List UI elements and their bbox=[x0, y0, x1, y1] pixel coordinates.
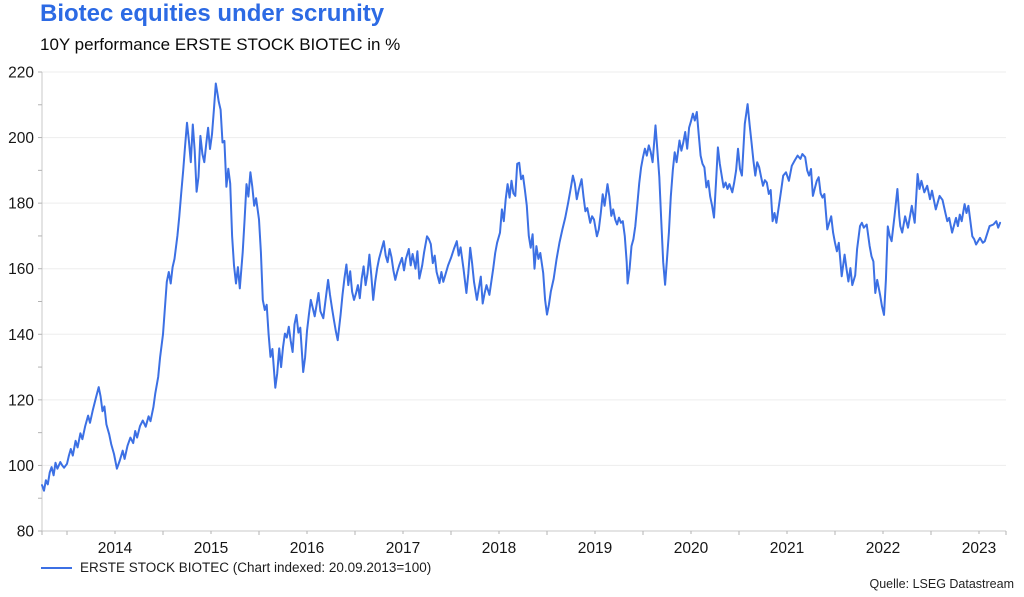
series-line bbox=[41, 82, 1002, 492]
x-tick-label-2018: 2018 bbox=[482, 540, 516, 557]
y-tick-label-120: 120 bbox=[8, 392, 34, 409]
y-tick-label-140: 140 bbox=[8, 327, 34, 344]
x-tick-label-2023: 2023 bbox=[962, 540, 996, 557]
y-tick-label-80: 80 bbox=[17, 524, 35, 541]
x-tick-label-2017: 2017 bbox=[386, 540, 420, 557]
x-tick-label-2015: 2015 bbox=[194, 540, 228, 557]
legend-line-swatch bbox=[41, 566, 72, 569]
y-tick-label-180: 180 bbox=[8, 196, 34, 213]
y-tick-label-160: 160 bbox=[8, 261, 34, 278]
x-tick-label-2022: 2022 bbox=[866, 540, 900, 557]
y-tick-label-100: 100 bbox=[8, 458, 34, 475]
y-tick-label-220: 220 bbox=[8, 65, 34, 82]
legend: ERSTE STOCK BIOTEC (Chart indexed: 20.09… bbox=[41, 560, 431, 575]
y-tick-label-200: 200 bbox=[8, 130, 34, 147]
source-credit: Quelle: LSEG Datastream bbox=[869, 577, 1014, 591]
legend-label: ERSTE STOCK BIOTEC (Chart indexed: 20.09… bbox=[80, 560, 432, 575]
x-tick-label-2014: 2014 bbox=[98, 540, 133, 557]
x-tick-label-2016: 2016 bbox=[290, 540, 324, 557]
x-tick-label-2021: 2021 bbox=[770, 540, 804, 557]
x-tick-label-2020: 2020 bbox=[674, 540, 709, 557]
chart-title: Biotec equities under scrunity bbox=[40, 0, 385, 27]
x-tick-label-2019: 2019 bbox=[578, 540, 612, 557]
chart-subtitle: 10Y performance ERSTE STOCK BIOTEC in % bbox=[40, 35, 401, 54]
